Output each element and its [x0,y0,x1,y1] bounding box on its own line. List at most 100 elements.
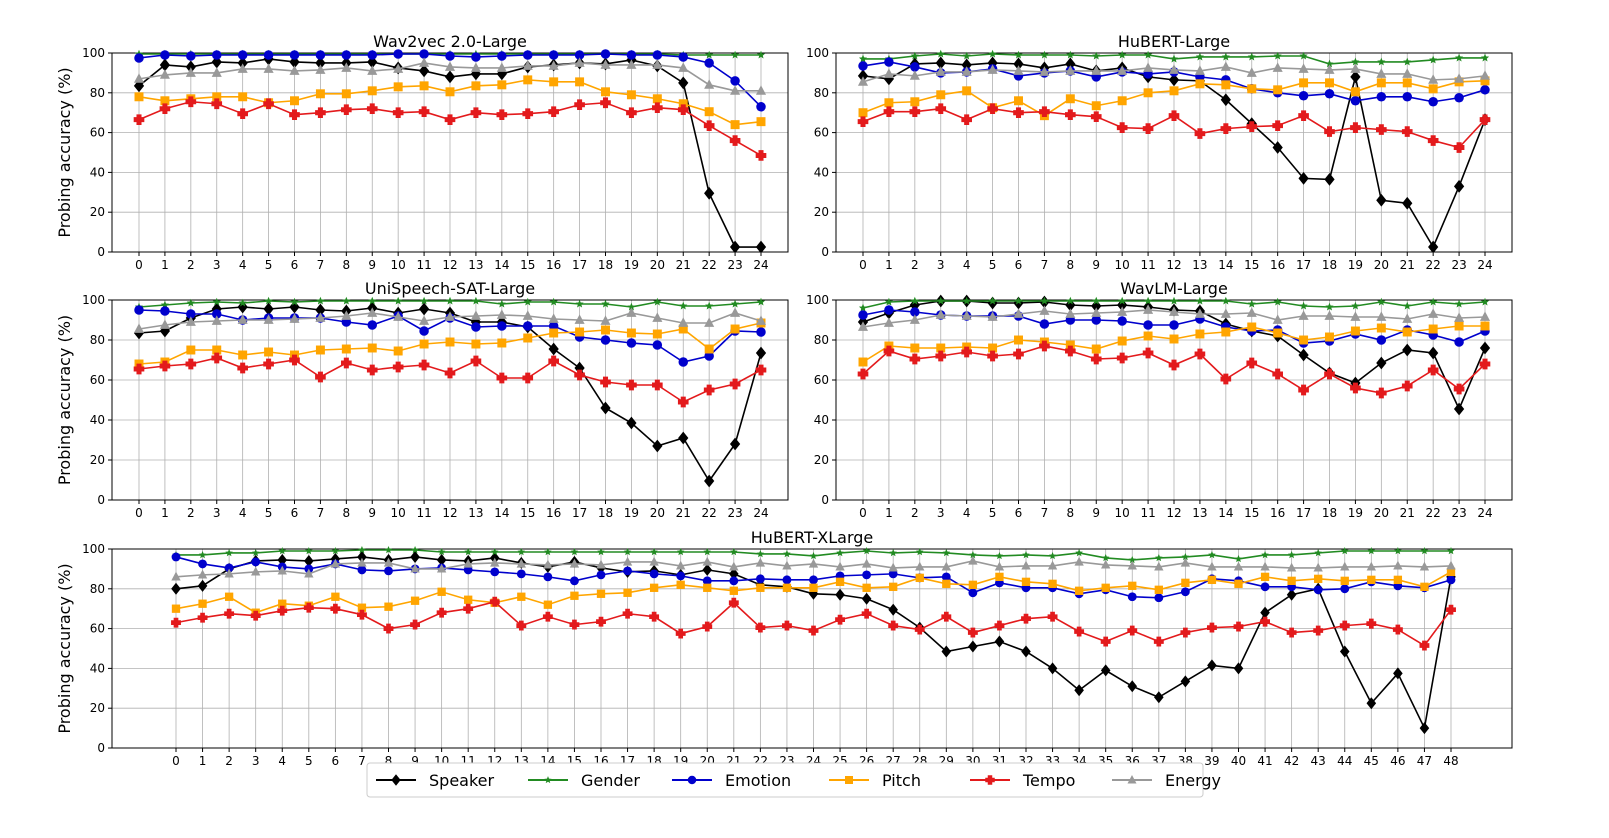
data-point-pitch [1128,581,1137,590]
x-tick-label: 23 [1451,258,1466,272]
data-point-tempo [418,106,430,118]
data-point-pitch [968,580,978,589]
x-tick-label: 24 [1477,258,1492,272]
data-point-energy [341,310,352,320]
data-point-energy [367,65,378,75]
data-point-energy [1446,560,1456,570]
data-point-emotion [1340,584,1350,594]
x-tick-label: 20 [1374,506,1389,520]
x-tick-label: 9 [1092,258,1100,272]
data-point-pitch [936,343,946,353]
data-point-tempo [1479,358,1491,370]
data-point-tempo [1324,126,1335,137]
data-point-gender [988,49,997,58]
data-point-energy [857,76,869,86]
data-point-energy [1220,308,1231,318]
data-point-pitch [601,325,610,335]
data-point-gender [1101,553,1110,562]
data-point-tempo [574,99,585,111]
x-tick-label: 7 [1041,506,1049,520]
data-point-speaker [444,70,456,84]
data-point-energy [1298,63,1309,73]
x-tick-label: 19 [624,506,639,520]
y-tick-label: 0 [97,493,105,507]
data-point-energy [1366,561,1376,571]
x-tick-label: 22 [702,506,717,520]
data-point-energy [1074,556,1084,566]
data-point-pitch [198,599,207,608]
data-point-speaker [1298,171,1309,185]
x-tick-label: 41 [1257,754,1272,768]
data-point-pitch [626,90,636,100]
data-point-energy [1246,67,1257,77]
data-point-tempo [909,106,921,118]
data-point-tempo [444,367,456,379]
data-point-tempo [1090,353,1102,365]
data-point-energy [1013,308,1024,318]
data-point-tempo [967,627,978,638]
x-tick-label: 11 [416,258,431,272]
data-point-speaker [1453,179,1465,193]
x-tick-label: 13 [468,258,483,272]
data-point-emotion [1313,585,1323,595]
data-point-energy [888,562,898,572]
data-point-speaker [171,582,181,595]
data-point-energy [133,73,145,83]
data-point-emotion [263,50,274,60]
data-point-gender [627,302,636,311]
data-point-gender [316,296,325,305]
y-tick-label: 100 [82,293,105,307]
y-axis-label: Probing accuracy (%) [55,315,74,485]
data-point-gender [1429,55,1438,64]
data-point-energy [729,561,739,571]
y-tick-label: 60 [90,622,105,636]
data-point-speaker [1233,662,1244,675]
data-point-gender [915,548,924,556]
data-point-tempo [808,625,819,636]
data-point-gender [1144,296,1153,305]
data-point-energy [1246,307,1257,317]
data-point-emotion [251,557,261,567]
data-point-tempo [1260,616,1271,627]
data-point-emotion [968,588,978,598]
data-point-pitch [549,328,559,338]
data-point-emotion [570,576,579,586]
data-point-speaker [1298,348,1309,362]
x-tick-label: 15 [1244,258,1259,272]
data-point-tempo [1116,122,1128,133]
data-point-emotion [1454,93,1464,103]
x-tick-label: 24 [753,506,768,520]
data-point-tempo [1392,624,1403,635]
data-point-energy [1207,561,1217,571]
data-point-pitch [988,343,998,353]
data-point-energy [1376,311,1387,321]
data-point-energy [1428,74,1439,84]
data-point-pitch [1350,326,1360,336]
data-point-energy [652,59,663,69]
data-point-tempo [574,369,585,381]
data-point-tempo [755,364,767,376]
data-point-energy [490,557,500,567]
data-point-speaker [1272,141,1283,154]
x-tick-label: 3 [213,506,221,520]
y-tick-label: 80 [90,333,105,347]
data-point-gender [1261,550,1269,559]
data-point-emotion [237,50,248,60]
legend-label: Pitch [882,771,921,790]
data-point-pitch [341,89,351,99]
data-point-emotion [1376,92,1387,102]
x-tick-label: 5 [265,258,273,272]
x-tick-label: 39 [1204,754,1219,768]
data-point-gender [1287,550,1296,559]
data-point-pitch [410,596,420,605]
x-tick-label: 5 [989,506,997,520]
data-point-energy [159,319,170,329]
data-point-gender [1195,296,1204,305]
data-point-emotion [941,572,951,582]
data-point-pitch [962,86,972,96]
data-point-pitch [1101,583,1110,592]
data-point-energy [277,565,287,575]
x-tick-label: 14 [1218,258,1233,272]
data-point-gender [445,296,455,305]
data-point-pitch [889,582,898,591]
